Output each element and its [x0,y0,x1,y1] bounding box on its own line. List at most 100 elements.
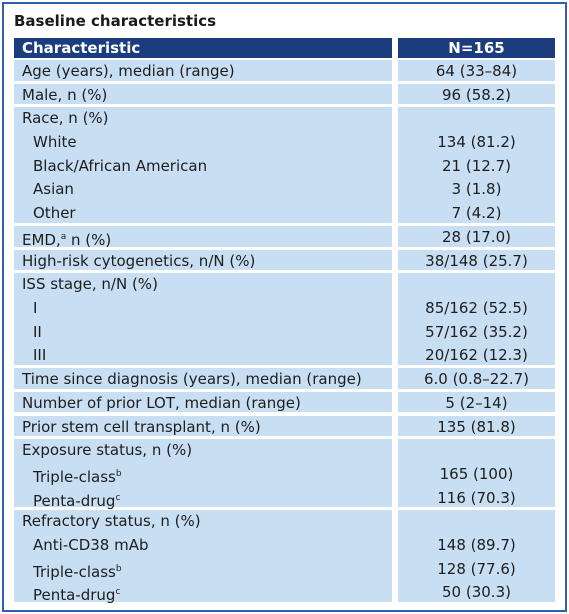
value: 28 (17.0) [442,227,511,246]
footnote-mark: b [115,563,122,574]
row-label: Triple-classb [14,558,392,582]
label-text: Penta-drug [33,586,116,605]
label-text: n (%) [66,230,112,249]
row-label: Age (years), median (range) [14,60,392,84]
row-label: Penta-drugc [14,487,392,511]
label-cell: Refractory status, n (%) Anti-CD38 mAb Tri… [14,510,392,605]
label-text: II [33,322,42,341]
value: 50 (30.3) [442,583,511,602]
row-label: High-risk cytogenetics, n/N (%) [14,250,392,274]
label-text: Number of prior LOT, median (range) [22,393,301,412]
label-text: Age (years), median (range) [22,62,235,80]
label-text: Prior stem cell transplant, n (%) [22,417,261,436]
value-cell: 28 (17.0) [398,225,555,247]
row-label: II [14,321,392,345]
spacer [398,439,555,463]
label-text: Male, n (%) [22,85,108,104]
label-text: High-risk cytogenetics, n/N (%) [22,251,256,270]
value: 96 (58.2) [442,85,511,104]
label-text: Refractory status, n (%) [22,512,201,531]
row-label: Other [14,202,392,226]
label-text: Race, n (%) [22,109,109,128]
value-cell: 38/148 (25.7) [398,249,555,271]
row-label: Black/African American [14,155,392,179]
label-text: I [33,298,38,317]
label-cell: Number of prior LOT, median (range) [14,391,392,416]
label-text: Triple-class [33,562,116,581]
value-cell: 135 (81.8) [398,415,555,437]
value: 135 (81.8) [437,417,516,436]
spacer [398,273,555,297]
row-label: Prior stem cell transplant, n (%) [14,416,392,440]
label-text: Asian [33,180,74,199]
value-cell: 148 (89.7) 128 (77.6) 50 (30.3) [398,510,555,603]
row-label: Penta-drugc [14,581,392,605]
row-label: White [14,131,392,155]
label-text: EMD, [22,230,61,249]
label-cell: Exposure status, n (%) Triple-classb Penta… [14,439,392,510]
spacer [398,510,555,534]
label-cell: ISS stage, n/N (%) I II III [14,273,392,368]
value: 134 (81.2) [437,133,516,152]
value-cell: 6.0 (0.8–22.7) [398,368,555,389]
row-label: Asian [14,178,392,202]
row-label: III [14,344,392,368]
label-text: Exposure status, n (%) [22,441,193,460]
row-label: Male, n (%) [14,84,392,108]
label-cell: Race, n (%) White Black/African American As… [14,107,392,223]
value: 85/162 (52.5) [425,298,528,317]
label-cell: EMD,a n (%) [14,225,392,250]
label-cell: Time since diagnosis (years), median (ra… [14,368,392,389]
value: 116 (70.3) [437,488,516,507]
label-text: Penta-drug [33,491,116,510]
spacer [398,107,555,131]
value: 7 (4.2) [451,204,502,223]
label-cell: Prior stem cell transplant, n (%) [14,415,392,440]
value: 5 (2–14) [445,393,508,412]
row-label: Race, n (%) [14,107,392,131]
label-text: Time since diagnosis (years), median (ra… [22,370,362,389]
row-label: Exposure status, n (%) [14,439,392,463]
row-label: Refractory status, n (%) [14,510,392,534]
value: 57/162 (35.2) [425,322,528,341]
value-cell: 85/162 (52.5) 57/162 (35.2) 20/162 (12.3) [398,273,555,366]
header-cell: N=165 [398,38,555,58]
row-label: I [14,297,392,321]
value: 6.0 (0.8–22.7) [423,370,530,389]
value: 64 (33–84) [435,62,518,80]
row-label: ISS stage, n/N (%) [14,273,392,297]
footnote-mark: c [115,587,121,598]
label-cell: Age (years), median (range) [14,60,392,81]
value: 21 (12.7) [442,156,511,175]
label-text: III [33,346,47,365]
value-cell: 5 (2–14) [398,391,555,413]
value: 3 (1.8) [451,180,502,199]
row-label: Anti-CD38 mAb [14,534,392,558]
value-cell: 165 (100) 116 (70.3) [398,439,555,508]
label-cell: High-risk cytogenetics, n/N (%) [14,249,392,274]
footnote-mark: c [115,492,121,503]
value: 38/148 (25.7) [425,251,528,270]
value: 148 (89.7) [437,535,516,554]
label-text: Triple-class [33,467,116,486]
label-text: Other [33,204,76,223]
header-cell: Characteristic [14,38,392,58]
row-label: EMD,a n (%) [14,226,392,250]
value-cell: 134 (81.2) 21 (12.7) 3 (1.8) 7 (4.2) [398,107,555,223]
table-title: Baseline characteristics [14,12,217,30]
value-cell: 64 (33–84) [398,60,555,81]
value: 128 (77.6) [437,559,516,578]
footnote-mark: b [115,468,122,479]
value: 20/162 (12.3) [425,346,528,365]
footnote-mark: a [60,231,67,242]
value: 165 (100) [439,464,514,483]
label-text: ISS stage, n/N (%) [22,275,158,294]
label-cell: Male, n (%) [14,83,392,108]
row-label: Triple-classb [14,463,392,487]
label-text: Black/African American [33,156,208,175]
row-label: Time since diagnosis (years), median (ra… [14,368,392,392]
row-label: Number of prior LOT, median (range) [14,392,392,416]
label-text: Anti-CD38 mAb [33,535,149,554]
value-cell: 96 (58.2) [398,83,555,105]
